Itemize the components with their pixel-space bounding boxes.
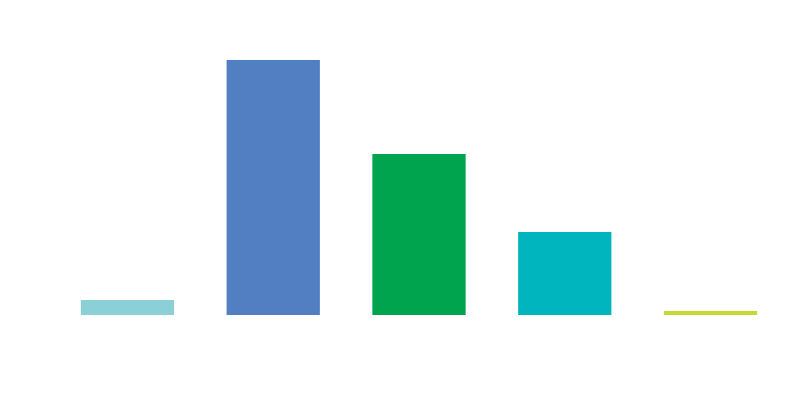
bar (663, 311, 758, 315)
bar (226, 60, 320, 315)
bar (518, 232, 612, 315)
bar (80, 300, 175, 315)
bar (372, 154, 466, 315)
